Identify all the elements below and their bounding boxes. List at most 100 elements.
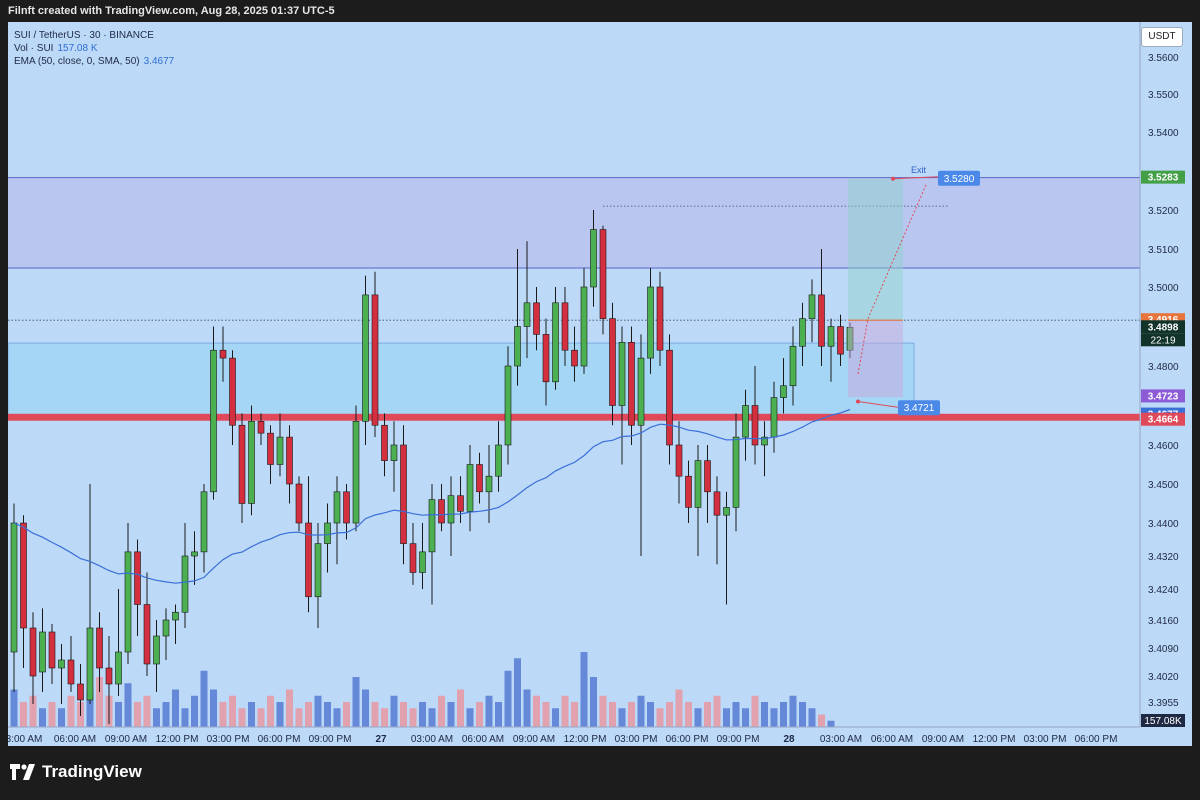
countdown-badge — [1141, 333, 1185, 347]
volume-bar — [219, 702, 227, 727]
time-axis-label: 06:00 AM — [462, 734, 504, 745]
chart-legend: SUI / TetherUS · 30 · BINANCE Vol · SUI 1… — [14, 29, 174, 68]
volume-bar — [295, 708, 303, 727]
time-axis-label: 09:00 AM — [922, 734, 964, 745]
legend-volume: Vol · SUI 157.08 K — [14, 42, 174, 55]
volume-bar — [818, 714, 825, 727]
tradingview-logo[interactable]: TradingView — [10, 762, 142, 782]
price-axis-tick-label: 3.5100 — [1148, 245, 1179, 256]
volume-bar — [419, 702, 426, 727]
candle-body — [789, 345, 797, 387]
candle-body — [39, 631, 46, 673]
price-axis-tick-label: 3.4500 — [1148, 480, 1179, 491]
volume-bar — [789, 695, 797, 727]
candle-body — [580, 286, 588, 367]
time-axis-label: 03:00 PM — [1024, 734, 1067, 745]
brand-text: TradingView — [42, 762, 142, 781]
volume-bar — [248, 702, 255, 727]
time-axis-label: 09:00 AM — [513, 734, 555, 745]
volume-bar — [447, 702, 455, 727]
candle-body — [362, 294, 369, 422]
stop-label-box — [898, 400, 940, 416]
volume-bar — [390, 695, 398, 727]
volume-bar — [742, 708, 749, 727]
candle-body — [685, 475, 692, 508]
volume-bar — [305, 702, 312, 727]
volume-bar — [238, 708, 246, 727]
target-label: 3.5280 — [944, 174, 975, 185]
time-axis-label: 28 — [783, 734, 795, 745]
candle-body — [675, 444, 683, 477]
candle-body — [210, 349, 217, 493]
volume-bar — [495, 702, 502, 727]
time-axis-label: 06:00 PM — [666, 734, 709, 745]
volume-bar — [780, 702, 787, 727]
volume-bar — [115, 702, 122, 727]
candle-body — [428, 499, 436, 553]
exit-pointer-line — [892, 176, 939, 180]
exit-label: Exit — [911, 165, 927, 175]
time-axis-label: 06:00 PM — [1075, 734, 1118, 745]
time-axis-label: 09:00 PM — [309, 734, 352, 745]
currency-button[interactable]: USDT — [1141, 27, 1183, 47]
candle-body — [276, 436, 284, 465]
time-axis-label: 3:00 AM — [8, 734, 42, 745]
volume-bar — [333, 708, 341, 727]
candle-body — [333, 491, 341, 524]
candle-body — [172, 611, 179, 621]
candle-body — [20, 522, 27, 629]
time-axis-label: 03:00 PM — [615, 734, 658, 745]
volume-bar — [618, 708, 626, 727]
footer-bar — [0, 746, 1200, 800]
volume-bar — [143, 695, 151, 727]
price-badge — [1141, 389, 1185, 403]
volume-bar — [637, 695, 645, 727]
volume-bar — [694, 708, 702, 727]
candle-body — [267, 432, 274, 465]
volume-bar — [523, 689, 531, 727]
candle-body — [533, 302, 540, 335]
price-axis-tick-label: 3.4320 — [1148, 552, 1179, 563]
candle-body — [96, 627, 103, 669]
volume-bar — [286, 689, 293, 727]
volume-bar — [751, 695, 759, 727]
volume-bar — [761, 702, 768, 727]
volume-bar — [314, 695, 322, 727]
volume-bar — [324, 702, 331, 727]
time-axis-label: 06:00 AM — [54, 734, 96, 745]
volume-bar — [504, 670, 512, 727]
chart-canvas[interactable]: Exit 3.5280 3.4721 3.5600 3.5500 3.5400 3.5200… — [8, 22, 1192, 746]
legend-ema-value: 3.4677 — [143, 56, 175, 67]
candle-body — [10, 522, 18, 653]
candle-body — [295, 483, 303, 524]
candle-body — [628, 341, 635, 426]
target-label-box — [938, 170, 980, 186]
candle-body — [780, 385, 787, 398]
candle-body — [181, 555, 189, 613]
volume-bar — [162, 702, 170, 727]
candle-body — [466, 464, 474, 512]
volume-bar — [466, 708, 474, 727]
candle-body — [381, 424, 388, 461]
attribution-text: Filnft created with TradingView.com, Aug… — [8, 5, 335, 17]
legend-ema: EMA (50, close, 0, SMA, 50) 3.4677 — [14, 55, 174, 68]
candle-body — [143, 604, 151, 665]
volume-bar — [39, 708, 46, 727]
candle-body — [447, 495, 455, 524]
candle-body — [751, 405, 759, 446]
countdown-label: 22:19 — [1150, 335, 1175, 346]
volume-bar — [20, 702, 27, 727]
volume-bar — [86, 689, 94, 727]
attribution-header: Filnft created with TradingView.com, Aug… — [0, 0, 1200, 22]
volume-bar — [181, 708, 189, 727]
candle-body — [77, 683, 84, 701]
volume-bar — [400, 702, 407, 727]
legend-symbol: SUI / TetherUS · 30 · BINANCE — [14, 30, 154, 41]
price-badge-label: 3.4664 — [1148, 415, 1179, 426]
candle-body — [808, 294, 816, 319]
candle-body — [219, 349, 227, 359]
supply-zone — [8, 177, 1140, 268]
candle-body — [694, 460, 702, 508]
candle-body — [542, 334, 550, 383]
candle-body — [799, 318, 806, 347]
